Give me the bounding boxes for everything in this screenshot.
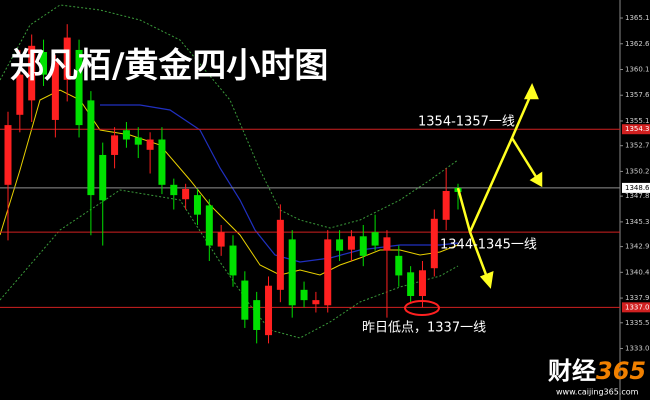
y-tick-label: 1362.60: [625, 40, 650, 48]
level-label: 1354.3: [625, 125, 650, 133]
y-tick-label: 1347.80: [625, 192, 650, 200]
candle-body: [312, 300, 320, 305]
y-tick-label: 1337.90: [625, 294, 650, 302]
candle-body: [146, 139, 154, 150]
candle-body: [371, 232, 379, 246]
candle-body: [217, 232, 225, 247]
level-label-box: [622, 124, 650, 135]
candle-body: [87, 100, 95, 196]
candle-body: [28, 45, 36, 101]
candle-body: [51, 62, 59, 120]
candle-body: [359, 236, 367, 256]
candle-body: [407, 272, 415, 297]
candle-body: [122, 130, 130, 140]
candle-body: [253, 300, 261, 330]
candle-body: [4, 125, 12, 185]
level-label: 1348.6: [625, 184, 650, 192]
candle-body: [170, 184, 178, 196]
y-tick-label: 1342.90: [625, 243, 650, 251]
candle-body: [418, 270, 426, 297]
candle-body: [229, 245, 237, 276]
y-tick-label: 1365.10: [625, 14, 650, 22]
candle-body: [40, 51, 48, 75]
y-tick-label: 1357.60: [625, 91, 650, 99]
candle-body: [430, 218, 438, 269]
candle-body: [158, 139, 166, 185]
candle-body: [324, 239, 332, 306]
y-tick-label: 1355.10: [625, 117, 650, 125]
y-tick-label: 1352.70: [625, 142, 650, 150]
candle-body: [276, 219, 284, 290]
logo-name: 财经: [548, 357, 596, 385]
candle-body: [442, 190, 450, 220]
logo-number: 365: [596, 357, 646, 385]
logo: 财经365: [548, 357, 646, 385]
candle-body: [75, 49, 83, 126]
y-tick-label: 1350.20: [625, 167, 650, 175]
candle-body: [182, 188, 190, 200]
candle-body: [63, 37, 71, 80]
annotation: 昨日低点，1337一线: [362, 321, 486, 336]
candle-body: [395, 255, 403, 276]
candle-body: [205, 205, 213, 246]
lower-band: [0, 189, 459, 339]
candle-body: [193, 195, 201, 215]
annotation: 1344-1345一线: [440, 238, 537, 253]
logo-url: www.caijing365.com: [556, 388, 639, 397]
low-marker: [404, 300, 440, 316]
level-label-box: [622, 302, 650, 313]
level-label-box: [622, 182, 650, 193]
candle-body: [383, 237, 391, 251]
candle-body: [241, 280, 249, 320]
candle-body: [134, 137, 142, 145]
level-label: 1337.0: [625, 303, 650, 311]
annotation: 1354-1357一线: [418, 115, 515, 130]
y-tick-label: 1333.00: [625, 345, 650, 353]
forecast-arrows: [456, 82, 543, 289]
y-tick-label: 1335.50: [625, 319, 650, 327]
candle-body: [99, 154, 107, 201]
chart-title: 郑凡栢/黄金四小时图: [10, 46, 328, 86]
candle-body: [265, 285, 273, 336]
y-tick-label: 1340.40: [625, 268, 650, 276]
slow-average: [100, 104, 459, 263]
candle-body: [347, 236, 355, 250]
candle-body: [300, 289, 308, 301]
candle-body: [336, 239, 344, 251]
upper-band: [0, 4, 459, 229]
candle-body: [111, 135, 119, 155]
y-tick-label: 1360.10: [625, 65, 650, 73]
plot: 1365.10 1362.60 1360.10 1357.60 1355.10 1352.…: [0, 14, 650, 353]
candle-body: [16, 74, 24, 115]
candle-body: [288, 239, 296, 306]
y-tick-label: 1345.30: [625, 218, 650, 226]
